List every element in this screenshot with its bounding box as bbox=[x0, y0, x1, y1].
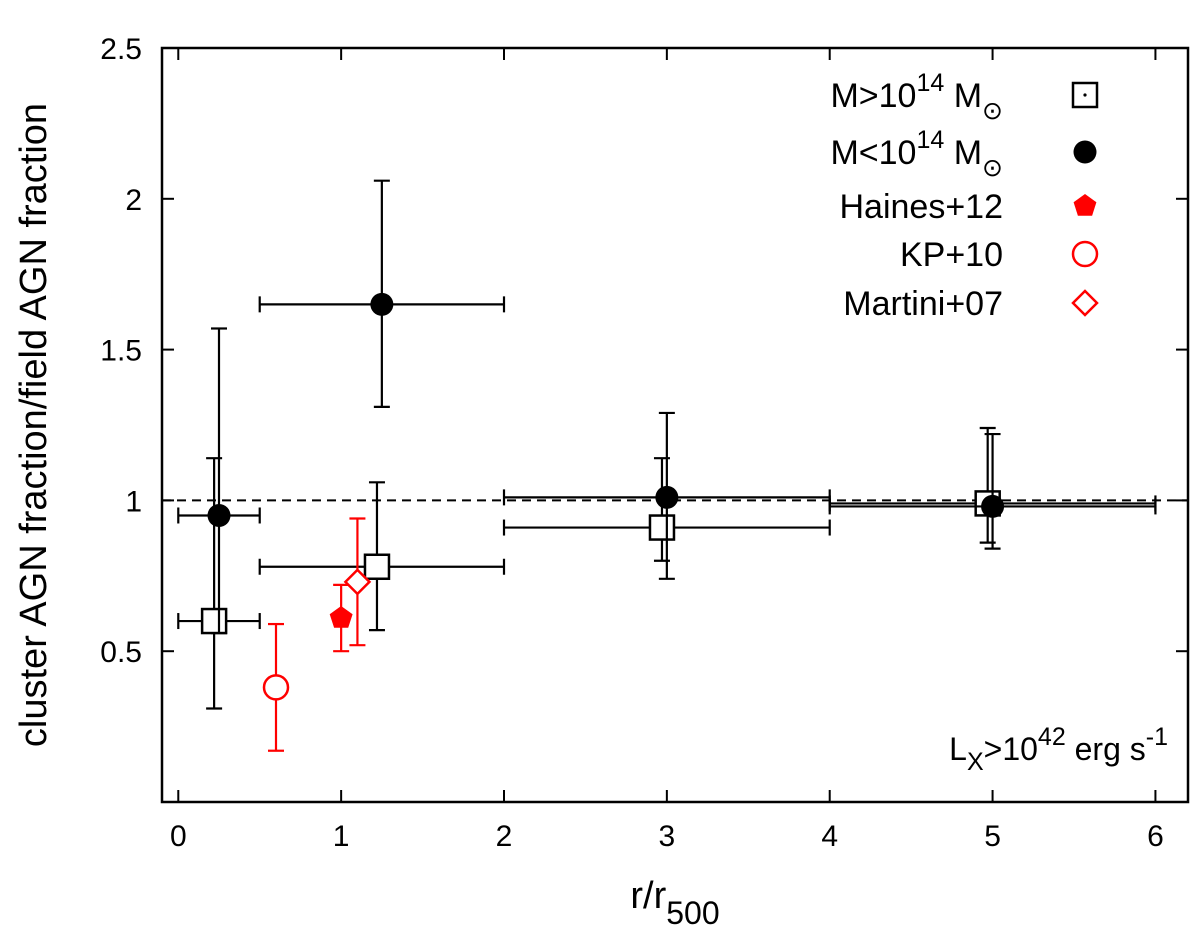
series-3 bbox=[262, 622, 290, 752]
y-tick-label: 0.5 bbox=[100, 636, 142, 669]
data-point bbox=[262, 674, 290, 701]
data-point bbox=[655, 485, 679, 509]
data-point bbox=[200, 607, 228, 635]
legend-label: KP+10 bbox=[900, 236, 1003, 274]
series-1 bbox=[177, 179, 1157, 635]
data-point bbox=[363, 553, 391, 581]
legend-label: M>1014 M⊙ bbox=[830, 69, 1003, 125]
y-axis-label: cluster AGN fraction/field AGN fraction bbox=[13, 103, 55, 747]
legend-marker bbox=[1071, 240, 1099, 268]
legend-label: M<1014 M⊙ bbox=[830, 126, 1003, 182]
x-tick-label: 3 bbox=[659, 820, 676, 853]
series-4 bbox=[343, 517, 372, 647]
legend-label: Haines+12 bbox=[839, 188, 1003, 226]
legend-marker bbox=[1073, 194, 1097, 216]
luminosity-annotation: LX>1042 erg s-1 bbox=[949, 723, 1168, 776]
x-tick-label: 1 bbox=[333, 820, 350, 853]
x-tick-label: 6 bbox=[1147, 820, 1164, 853]
y-tick-label: 2.5 bbox=[100, 33, 142, 66]
x-tick-label: 0 bbox=[170, 820, 187, 853]
x-axis-label: r/r500 bbox=[630, 875, 719, 931]
series-2 bbox=[329, 583, 353, 653]
legend-marker bbox=[1073, 140, 1097, 164]
data-point bbox=[648, 514, 676, 541]
y-tick-label: 1.5 bbox=[100, 335, 142, 368]
data-point bbox=[329, 606, 353, 628]
y-tick-label: 1 bbox=[125, 485, 142, 518]
x-tick-label: 2 bbox=[496, 820, 513, 853]
legend-label: Martini+07 bbox=[843, 285, 1003, 323]
data-point bbox=[370, 292, 394, 316]
x-tick-label: 4 bbox=[821, 820, 838, 853]
legend-marker bbox=[1071, 289, 1099, 317]
data-point bbox=[981, 494, 1005, 518]
y-tick-label: 2 bbox=[125, 184, 142, 217]
x-tick-label: 5 bbox=[984, 820, 1001, 853]
data-point bbox=[207, 503, 231, 527]
legend-square-dot bbox=[1083, 93, 1087, 97]
plot-frame bbox=[160, 46, 1190, 804]
data-point bbox=[343, 568, 372, 596]
